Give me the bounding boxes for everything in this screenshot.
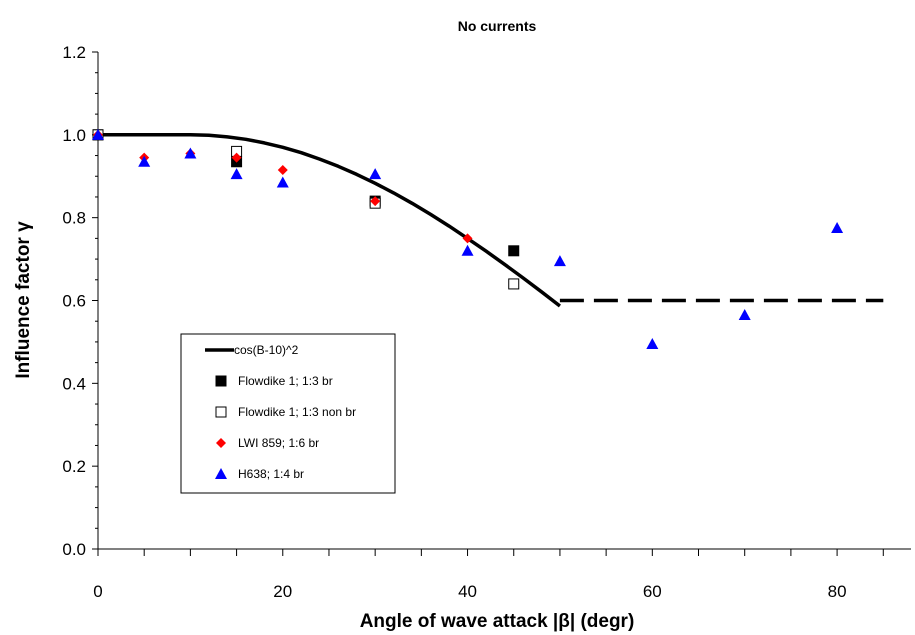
y-axis-title: Influence factor γ [13,221,34,379]
x-axis-title: Angle of wave attack |β| (degr) [360,611,635,632]
y-tick-label: 0.2 [62,457,86,476]
chart-title: No currents [458,18,537,34]
x-tick-label: 20 [273,582,292,601]
x-tick-label: 40 [458,582,477,601]
legend-label: LWI 859; 1:6 br [238,436,319,450]
legend-marker-swatch [215,406,227,418]
data-point [369,168,382,180]
legend-label: H638; 1:4 br [238,467,304,481]
x-tick-label: 60 [643,582,662,601]
series-line [98,133,561,308]
x-tick-label: 0 [93,582,102,601]
data-point [553,255,566,267]
data-point [508,278,520,290]
y-tick-label: 0.0 [62,540,86,559]
data-point [277,165,288,176]
data-point [231,152,242,163]
legend-marker-swatch [215,468,227,479]
data-point [508,245,520,257]
legend-label: Flowdike 1; 1:3 non br [238,405,356,419]
data-point [276,176,289,188]
x-tick-label: 80 [828,582,847,601]
y-tick-label: 0.4 [62,374,86,393]
data-point [92,128,104,140]
legend-marker-swatch [215,375,227,387]
plot-area: 0.0 0.2 0.4 0.6 0.8 1.0 1.2 0 20 40 60 80 [62,43,911,601]
legend-label: Flowdike 1; 1:3 br [238,374,333,388]
data-point [462,233,473,244]
data-point [184,147,197,159]
data-point [831,222,844,234]
data-point [461,244,474,256]
y-tick-label: 0.6 [62,292,86,311]
legend-marker-swatch [216,438,226,448]
data-point [738,308,751,320]
data-point [138,155,151,167]
data-point [646,337,659,349]
y-tick-label: 1.0 [62,126,86,145]
legend-label: cos(B-10)^2 [234,343,299,357]
y-tick-label: 0.8 [62,209,86,228]
data-point [370,196,381,207]
legend: cos(B-10)^2 Flowdike 1; 1:3 br Flowdike 1;… [180,333,396,494]
y-tick-label: 1.2 [62,43,86,62]
data-point [230,168,243,180]
